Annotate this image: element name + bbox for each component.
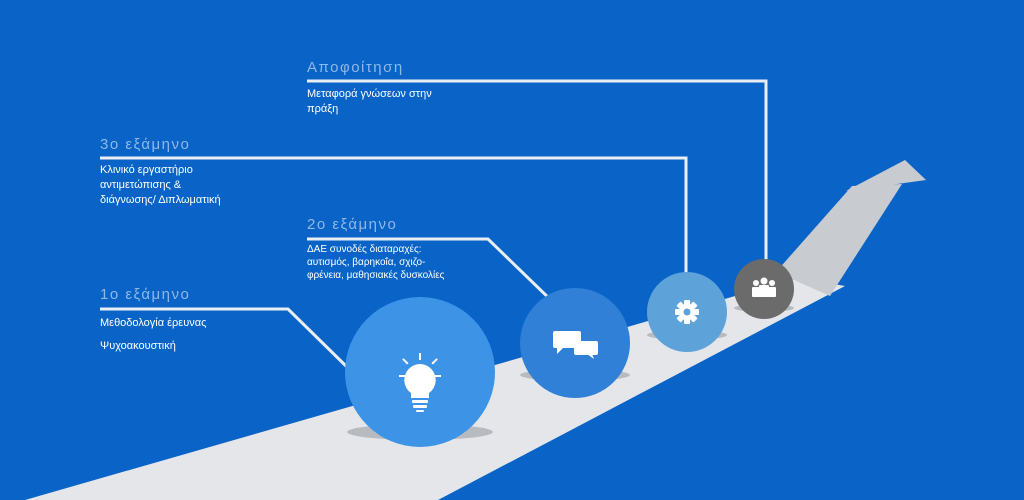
stage-3-title: 3ο εξάμηνο [100,136,191,153]
stage-2-description: ΔΑΕ συνοδές διαταραχές: αυτισμός, βαρηκο… [307,243,445,282]
stage-3-line: αντιμετώπισης & [100,179,182,191]
stage-4-description: Μεταφορά γνώσεων στην πράξη [307,87,432,117]
stage-3-description: Κλινικό εργαστήριο αντιμετώπισης & διάγν… [100,163,221,208]
arrow-head [846,160,926,191]
stage-2-line: φρένεια, μαθησιακές δυσκολίες [307,270,445,281]
arrow-shaft [776,184,902,296]
stage-1-line: Μεθοδολογία έρευνας [100,317,207,329]
lightbulb-icon [399,353,441,412]
stage-3-line: Κλινικό εργαστήριο [100,164,193,176]
stage-2-title: 2ο εξάμηνο [307,216,398,233]
connector-line-4 [307,79,768,272]
stage-1-line: Ψυχοακουστική [100,340,176,352]
connector-line-2 [307,237,558,307]
gear-icon [675,300,699,324]
stage-2-line: ΔΑΕ συνοδές διαταραχές: [307,244,422,255]
stage-3-line: διάγνωσης/ Διπλωματική [100,194,221,206]
stage-4-line: Μεταφορά γνώσεων στην [307,88,432,100]
connector-line-1 [100,307,349,369]
chat-bubbles-icon [553,331,598,359]
stage-4-title: Αποφοίτηση [307,59,404,76]
connector-line-3 [100,156,688,282]
stage-2-line: αυτισμός, βαρηκοΐα, σχιζο- [307,257,426,268]
group-icon [752,277,776,297]
stage-1-description: Μεθοδολογία έρευνας Ψυχοακουστική [100,316,206,354]
stage-4-line: πράξη [307,103,339,115]
stage-1-title: 1ο εξάμηνο [100,286,191,303]
